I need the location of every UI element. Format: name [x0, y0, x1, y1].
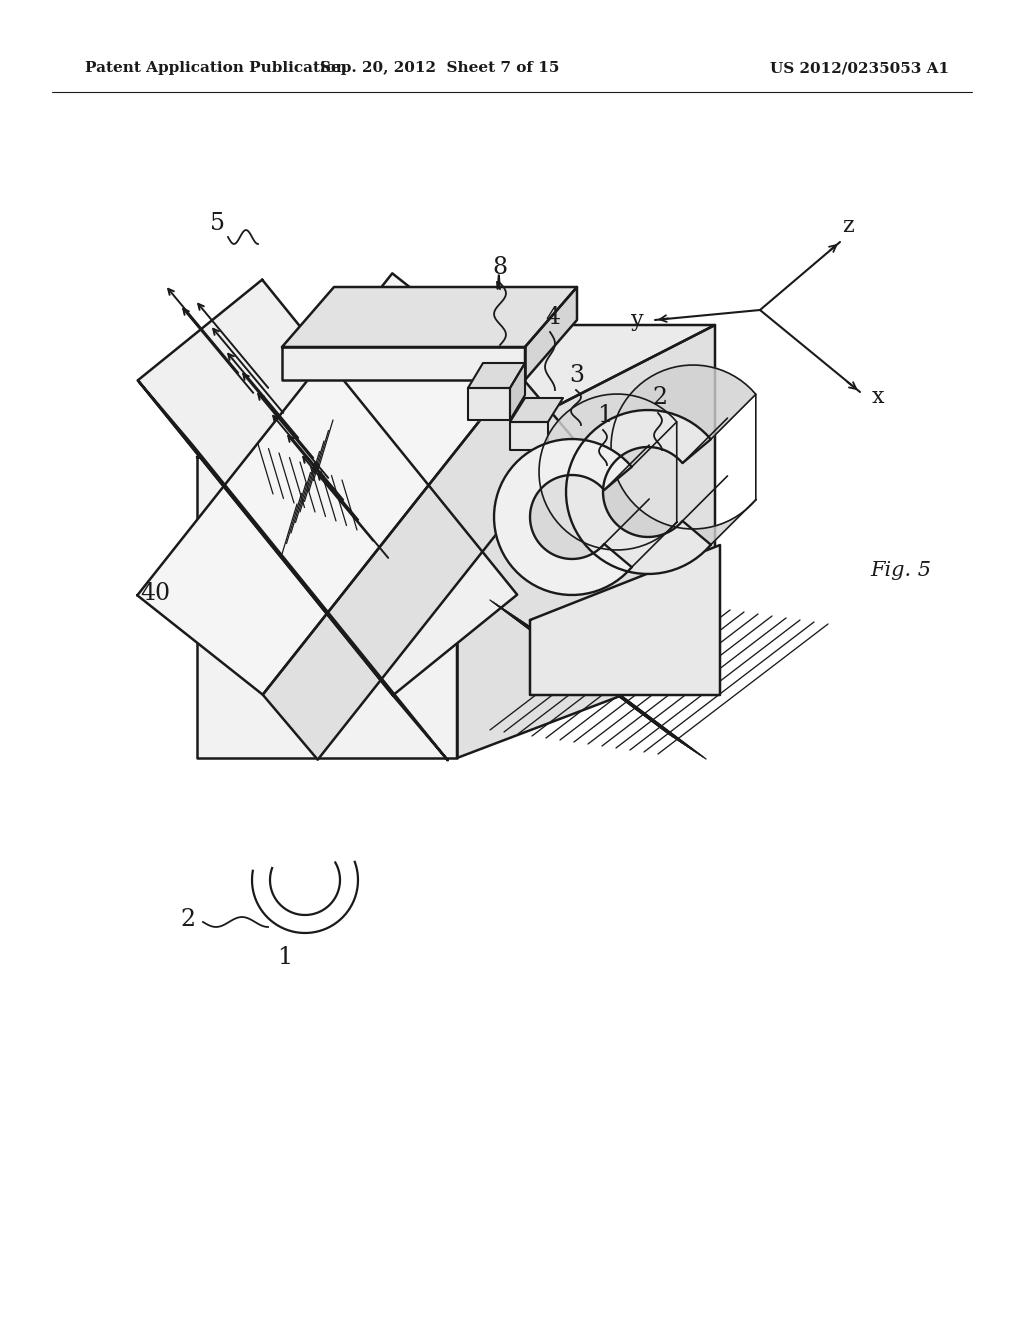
- Text: 2: 2: [652, 387, 668, 409]
- Text: 1: 1: [597, 404, 612, 426]
- Polygon shape: [530, 545, 720, 696]
- Polygon shape: [566, 411, 711, 574]
- Polygon shape: [282, 286, 577, 347]
- Text: US 2012/0235053 A1: US 2012/0235053 A1: [770, 61, 949, 75]
- Polygon shape: [525, 286, 577, 380]
- Text: 3: 3: [569, 363, 585, 387]
- Text: Patent Application Publication: Patent Application Publication: [85, 61, 347, 75]
- Polygon shape: [137, 273, 518, 694]
- Polygon shape: [510, 363, 525, 420]
- Text: 2: 2: [180, 908, 196, 932]
- Text: y: y: [631, 309, 643, 331]
- Text: Sep. 20, 2012  Sheet 7 of 15: Sep. 20, 2012 Sheet 7 of 15: [321, 61, 560, 75]
- Polygon shape: [494, 440, 632, 595]
- Polygon shape: [510, 399, 563, 422]
- Text: 40: 40: [140, 582, 170, 605]
- Text: 5: 5: [211, 211, 225, 235]
- Text: x: x: [871, 385, 885, 408]
- Polygon shape: [468, 363, 525, 388]
- Polygon shape: [197, 325, 715, 457]
- Polygon shape: [197, 457, 457, 758]
- Polygon shape: [138, 380, 447, 760]
- Polygon shape: [457, 325, 715, 758]
- Text: 4: 4: [546, 306, 560, 330]
- Polygon shape: [282, 347, 525, 380]
- Polygon shape: [494, 395, 677, 595]
- Polygon shape: [468, 388, 510, 420]
- Polygon shape: [566, 366, 756, 574]
- Text: Fig. 5: Fig. 5: [870, 561, 931, 579]
- Text: 8: 8: [493, 256, 508, 280]
- Polygon shape: [510, 422, 548, 450]
- Polygon shape: [263, 372, 572, 760]
- Text: 1: 1: [278, 945, 293, 969]
- Polygon shape: [138, 280, 517, 696]
- Text: z: z: [842, 215, 854, 238]
